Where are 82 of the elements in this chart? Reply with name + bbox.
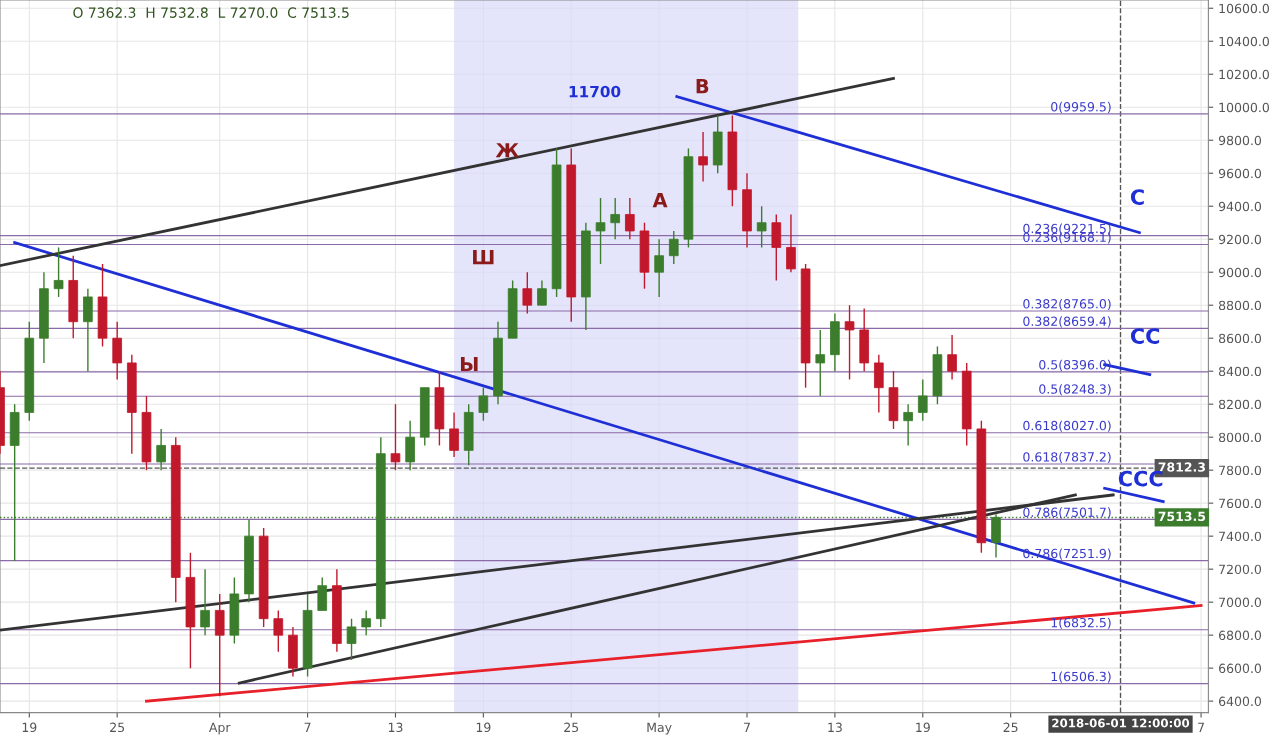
candlestick (610, 197, 620, 240)
y-tick-label: 7200.0 (1219, 564, 1262, 575)
candlestick (815, 329, 826, 397)
x-tick-label: 25 (110, 722, 125, 733)
candlestick (654, 238, 664, 298)
ref-line-label: 2018-06-01 12:00:00 (1052, 718, 1190, 728)
candlestick (200, 568, 210, 636)
annotation: Ы (460, 356, 478, 372)
x-tick-label: 7 (744, 722, 750, 732)
annotation: CC (1130, 328, 1160, 344)
candlestick (449, 411, 459, 458)
candlestick (698, 131, 708, 183)
annotation: C (1130, 189, 1144, 205)
y-tick-label: 8000.0 (1218, 432, 1262, 443)
y-tick-label: 7400.0 (1219, 531, 1262, 542)
y-tick-label: 8600.0 (1218, 333, 1262, 344)
candlestick (668, 230, 679, 265)
y-tick-label: 10600.0 (1219, 3, 1269, 14)
x-tick-label: 19 (916, 722, 930, 733)
x-tick-label: 13 (388, 722, 403, 733)
y-tick-label: 9000.0 (1218, 267, 1262, 278)
candlestick (390, 403, 401, 471)
y-tick-label: 7800.0 (1219, 465, 1262, 476)
x-tick-label: 25 (1003, 722, 1018, 733)
candlestick (361, 609, 371, 636)
candlestick (156, 428, 166, 471)
candlestick (595, 197, 606, 265)
y-tick-label: 6800.0 (1219, 630, 1262, 641)
candlestick (346, 617, 357, 661)
y-tick-label: 8400.0 (1218, 366, 1262, 377)
annotation: O 7362.3 H 7532.8 L 7270.0 C 7513.5 (73, 7, 349, 18)
ref-line-label: 1(6506.3) (1051, 671, 1111, 683)
annotation: A (652, 193, 668, 208)
annotation: B (696, 78, 709, 94)
candlestick (903, 403, 913, 447)
ref-line-label: 0.382(8659.4) (1023, 316, 1111, 328)
candlestick (917, 378, 928, 422)
candlestick (53, 246, 64, 298)
x-tick-label: 25 (564, 722, 579, 733)
y-tick-label: 9600.0 (1218, 168, 1262, 179)
annotation: 11700 (569, 85, 621, 98)
y-tick-label: 7000.0 (1219, 597, 1262, 608)
candlestick (522, 271, 533, 315)
ref-line-label: 0.382(8765.0) (1023, 298, 1111, 311)
x-tick-label: 13 (828, 722, 842, 733)
ref-line-label: 0.5(8396.0) (1039, 359, 1111, 371)
candlestick (537, 279, 547, 306)
y-tick-label: 8800.0 (1218, 300, 1262, 311)
ref-line-label: 0(9959.5) (1051, 101, 1111, 113)
candlestick (273, 609, 284, 653)
x-tick-label: Apr (208, 722, 231, 735)
ref-line-label: 0.786(7501.7) (1023, 507, 1111, 519)
x-tick-label: 7 (304, 722, 311, 732)
ref-line-label: 7812.3 (1158, 462, 1205, 472)
y-tick-label: 9400.0 (1218, 201, 1262, 212)
candlestick (947, 334, 957, 381)
ref-line-label: 7513.5 (1158, 511, 1206, 522)
annotation: CCC (1118, 470, 1163, 487)
x-tick-label: 19 (476, 722, 491, 733)
x-tick-label: 7 (1198, 722, 1204, 732)
candlestick (786, 213, 796, 273)
annotation: Ш (473, 250, 494, 265)
ref-line-label: 0.618(8027.0) (1023, 420, 1111, 432)
y-tick-label: 6600.0 (1219, 663, 1262, 674)
candlestick (478, 386, 489, 422)
annotation: Ж (495, 143, 519, 158)
y-tick-label: 8200.0 (1218, 399, 1262, 410)
y-tick-label: 10200.0 (1219, 69, 1269, 80)
ref-line-label: 0.5(8248.3) (1039, 384, 1111, 396)
x-tick-label: 19 (22, 722, 37, 733)
y-tick-label: 9200.0 (1218, 234, 1262, 245)
y-tick-label: 10000.0 (1219, 102, 1269, 113)
candlestick (844, 304, 855, 381)
y-tick-label: 6400.0 (1219, 696, 1262, 707)
y-tick-label: 9800.0 (1218, 135, 1262, 146)
candlestick (625, 197, 635, 240)
y-tick-label: 7600.0 (1219, 498, 1262, 509)
x-tick-label: May (647, 722, 672, 735)
y-tick-label: 10400.0 (1219, 36, 1269, 47)
ref-line-label: 0.618(7837.2) (1023, 451, 1111, 464)
ref-line-label: 1(6832.5) (1051, 617, 1111, 629)
candlestick (756, 205, 767, 249)
